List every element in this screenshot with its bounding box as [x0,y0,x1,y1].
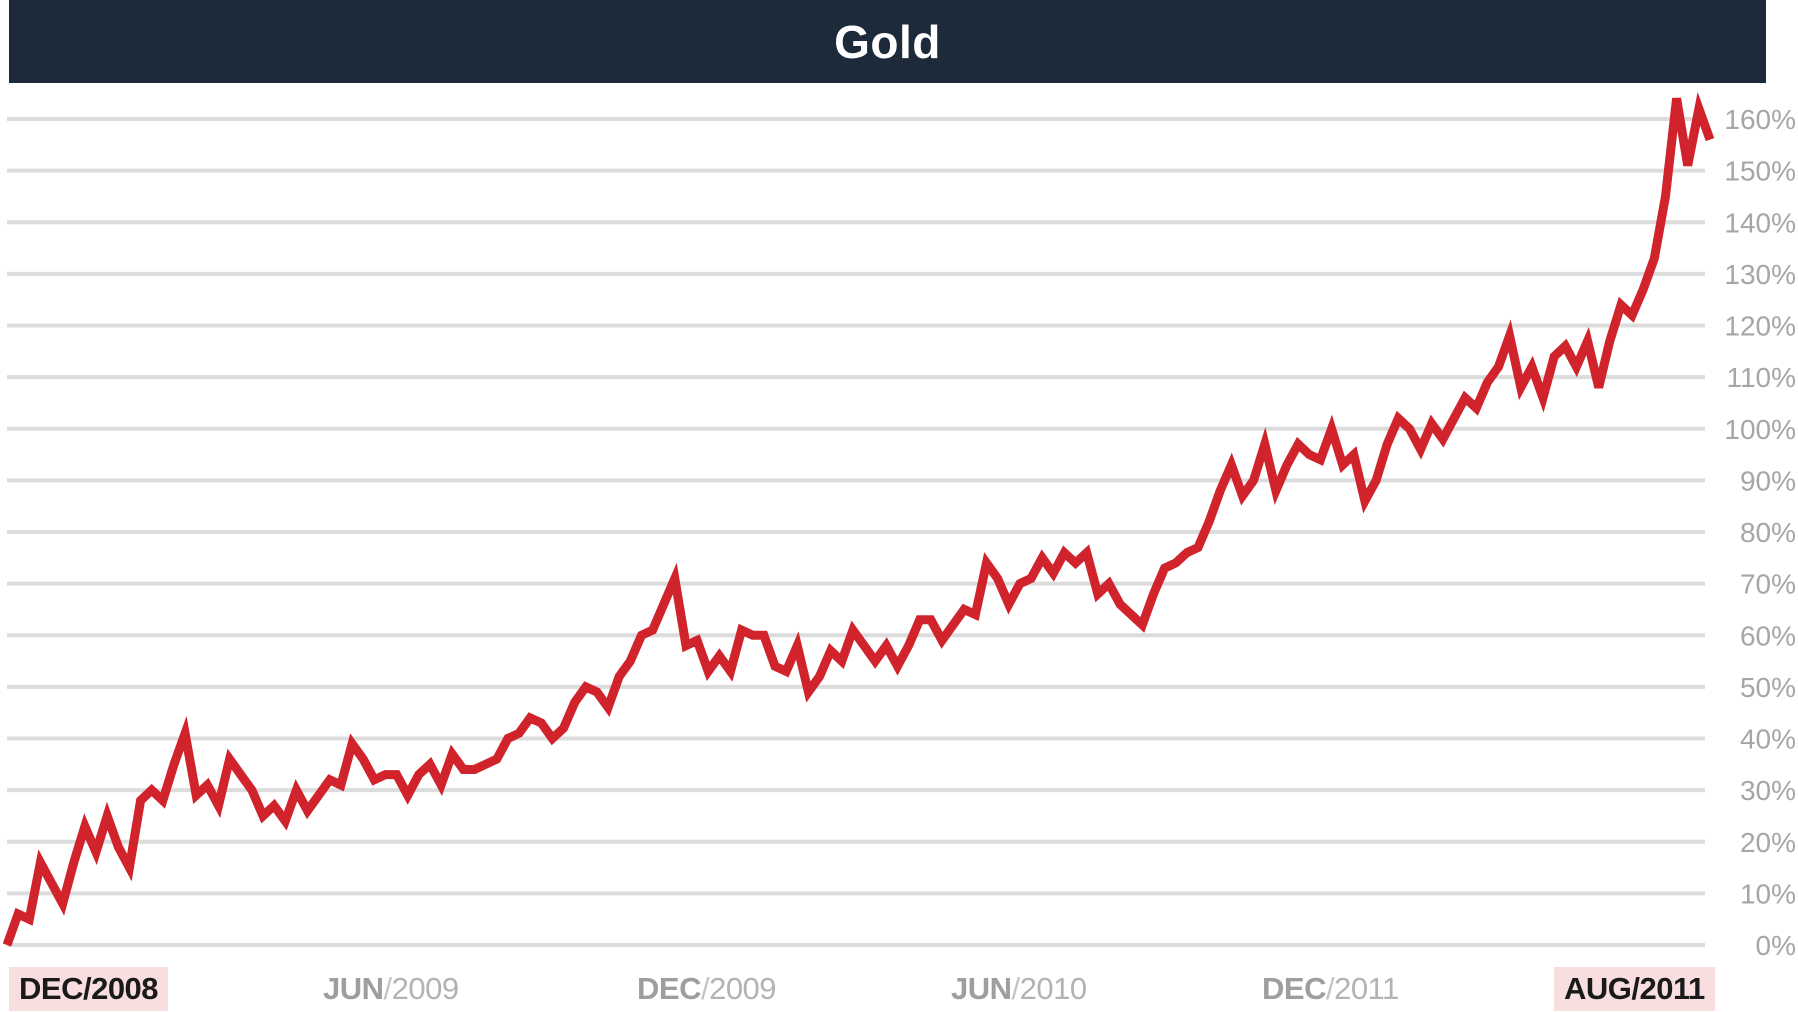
x-tick-label: JUN/2010 [951,967,1087,1011]
y-tick-label: 70% [1740,569,1796,600]
y-tick-label: 80% [1740,517,1796,548]
x-tick-month: DEC [637,971,701,1006]
chart-title: Gold [834,15,941,68]
x-tick-year: 2010 [1019,971,1087,1006]
y-tick-label: 140% [1724,207,1796,238]
x-tick-year: 2009 [709,971,777,1006]
x-tick-year: 2008 [91,971,159,1006]
y-tick-label: 60% [1740,620,1796,651]
x-tick-separator: / [1011,971,1021,1006]
y-tick-label: 150% [1724,156,1796,187]
x-tick-month: DEC [1262,971,1326,1006]
x-tick-year: 2011 [1639,971,1706,1006]
x-tick-month: JUN [951,971,1012,1006]
x-tick-year: 2009 [391,971,459,1006]
chart-title-bar: Gold [9,0,1766,83]
y-tick-label: 100% [1724,414,1796,445]
x-tick-separator: / [700,971,710,1006]
y-tick-label: 110% [1726,362,1796,393]
x-tick-separator: / [383,971,393,1006]
x-tick-label: DEC/2009 [637,967,777,1011]
x-tick-month: JUN [323,971,384,1006]
x-tick-label: DEC/2011 [1262,967,1399,1011]
y-tick-label: 130% [1724,259,1796,290]
y-tick-label: 120% [1724,311,1796,342]
y-tick-label: 160% [1724,104,1796,135]
x-tick-separator: / [1325,971,1335,1006]
y-tick-label: 30% [1740,775,1796,806]
x-tick-label: JUN/2009 [323,967,459,1011]
y-tick-label: 90% [1740,465,1796,496]
y-tick-label: 0% [1756,930,1796,961]
y-tick-label: 10% [1740,878,1796,909]
x-tick-month: AUG [1564,971,1632,1006]
x-tick-label: DEC/2008 [9,967,169,1011]
gold-series-line [2,91,1715,947]
y-tick-label: 40% [1740,724,1796,755]
x-tick-separator: / [1631,971,1640,1006]
x-tick-separator: / [82,971,92,1006]
y-tick-label: 50% [1740,672,1796,703]
x-tick-month: DEC [19,971,83,1006]
x-tick-year: 2011 [1334,971,1399,1006]
y-tick-label: 20% [1740,827,1796,858]
x-tick-label: AUG/2011 [1554,967,1715,1011]
